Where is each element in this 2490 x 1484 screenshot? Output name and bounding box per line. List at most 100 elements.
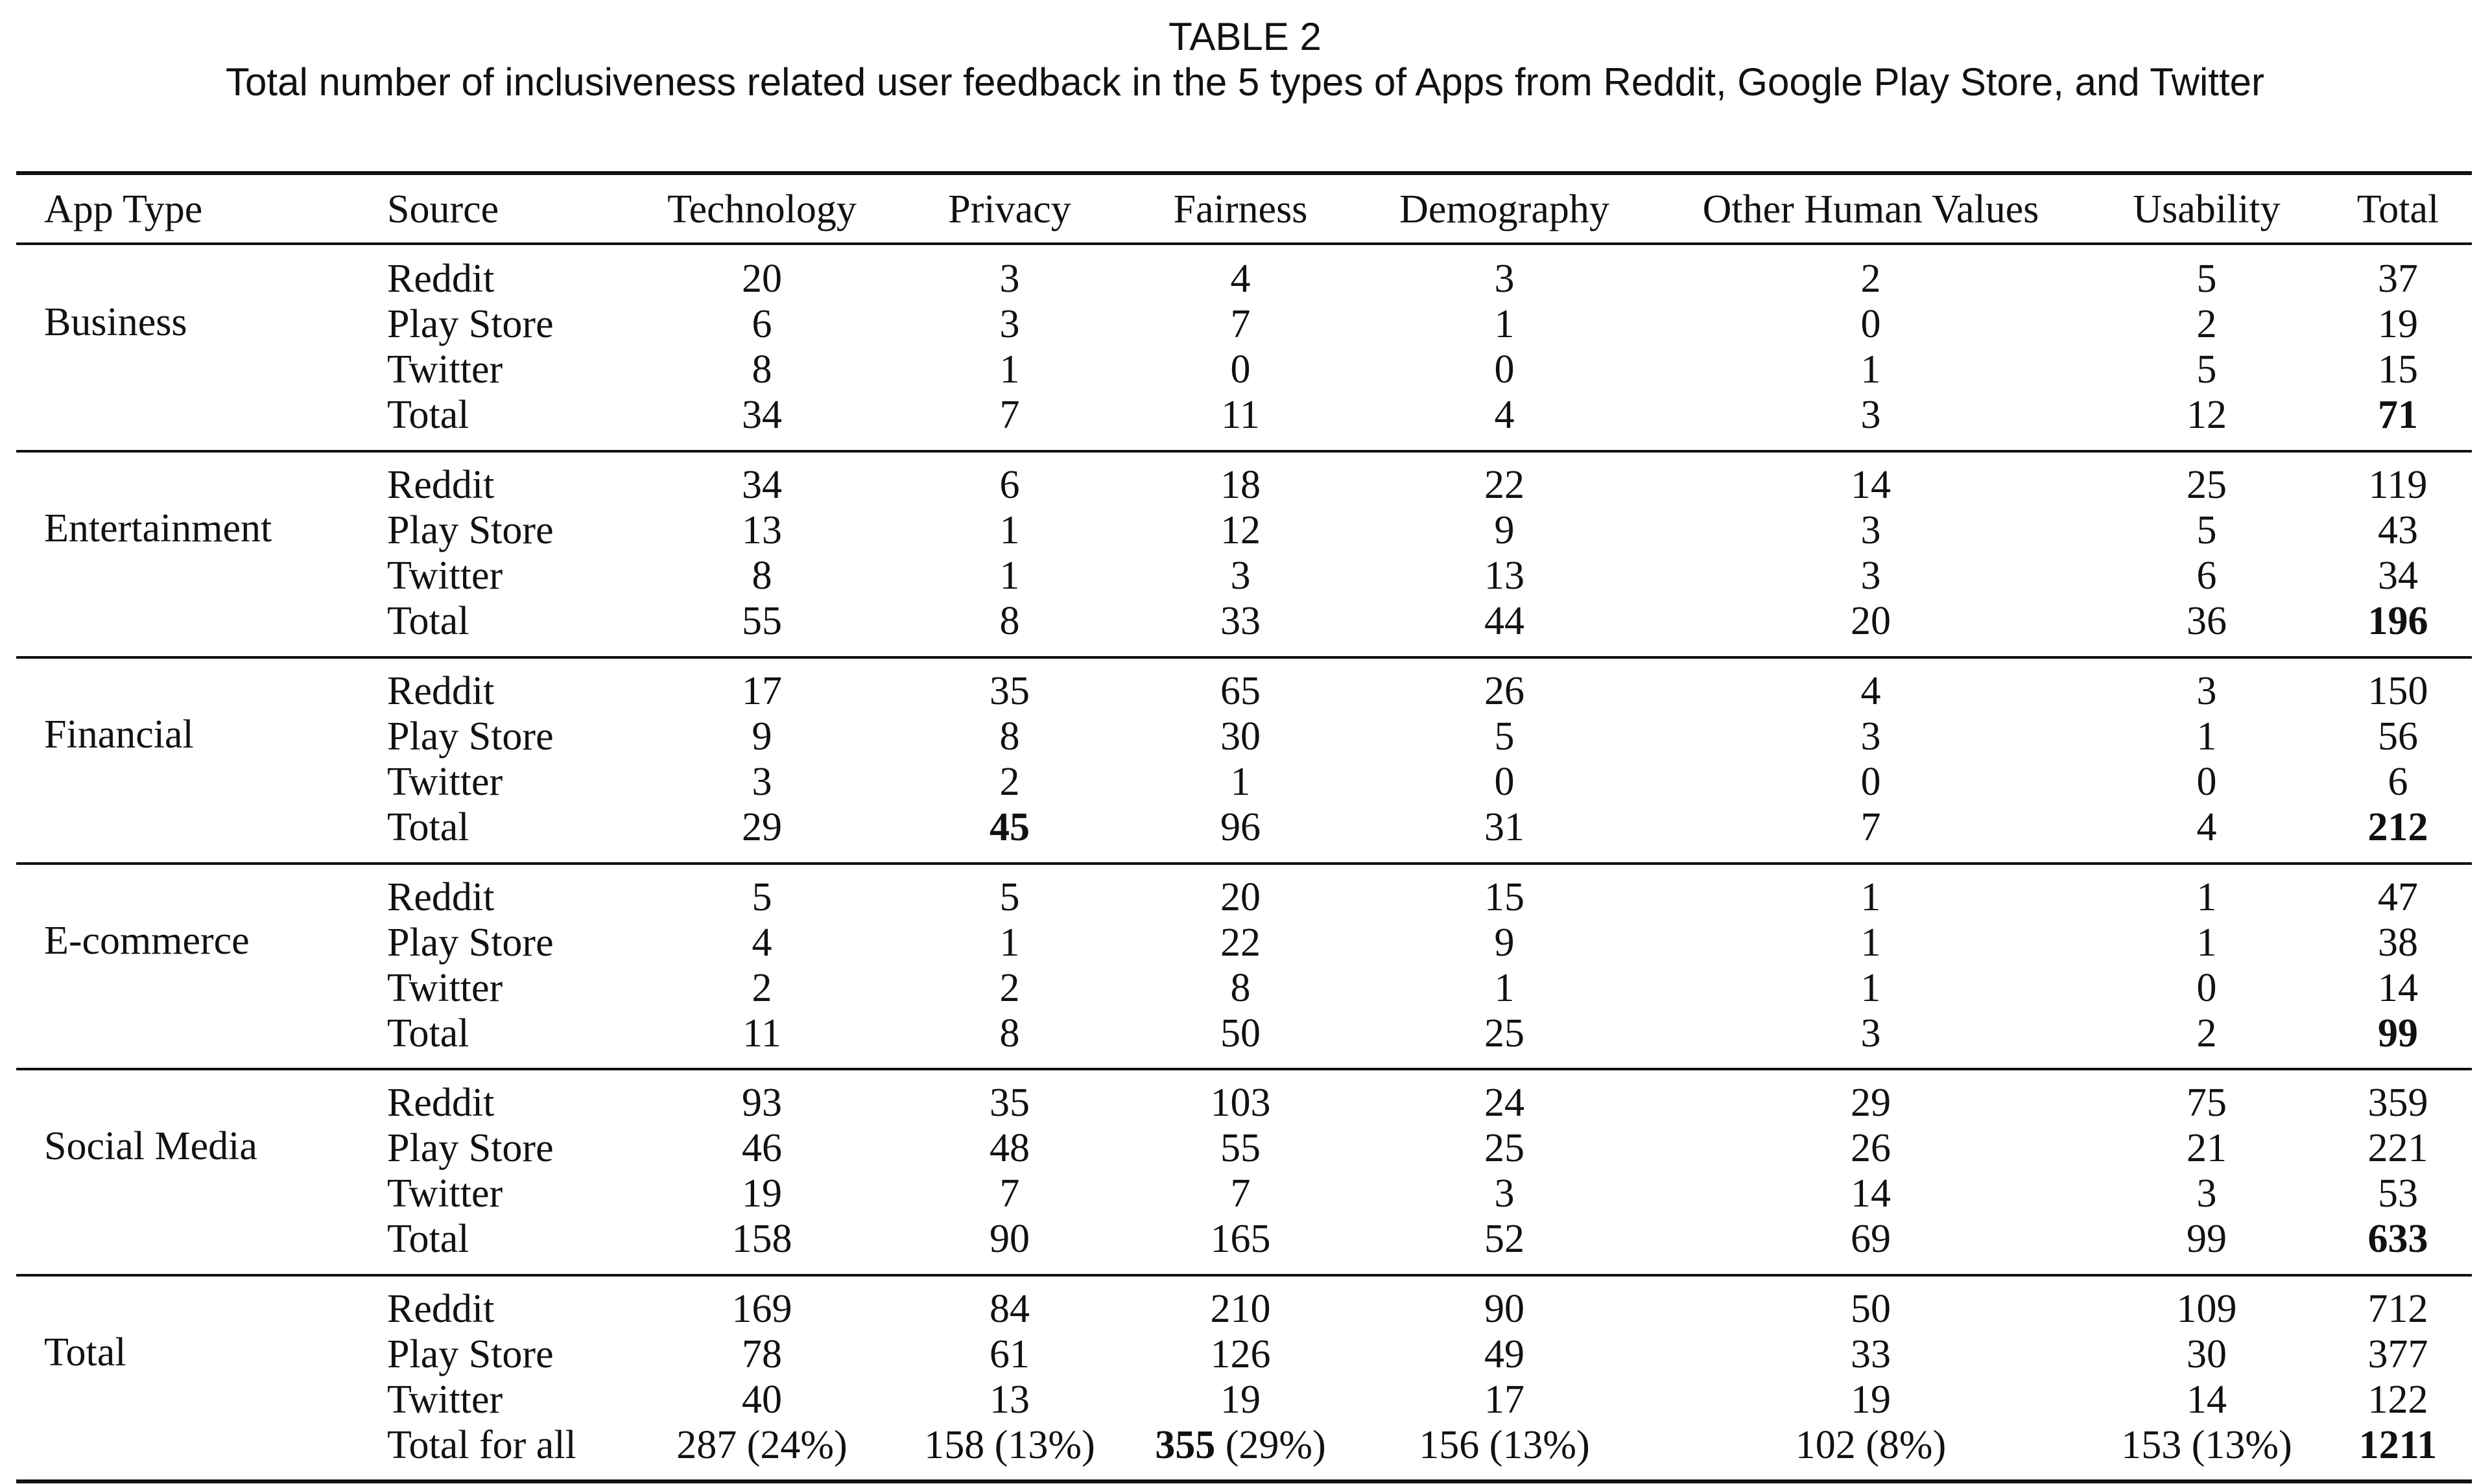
value-cell: 5 — [999, 875, 1020, 919]
value-cell: 221 — [2367, 1126, 2428, 1170]
value-cell: 24 — [1484, 1081, 1524, 1125]
value-cell: 56 — [2378, 714, 2418, 759]
value-cell: 55 — [1220, 1126, 1261, 1170]
value-cell: 8 — [752, 554, 772, 598]
value-cell: 2 — [1860, 257, 1881, 301]
source-label: Reddit — [387, 257, 495, 301]
value-cell: 99 — [2378, 1011, 2418, 1055]
value-cell: 3 — [1860, 508, 1881, 552]
table-caption: Total number of inclusiveness related us… — [226, 60, 2264, 104]
value-cell: 44 — [1484, 599, 1524, 643]
value-cell: 29 — [1851, 1081, 1891, 1125]
value-cell: 53 — [2378, 1172, 2418, 1216]
value-cell: 33 — [1220, 599, 1261, 643]
source-label: Twitter — [387, 347, 503, 392]
group-separator — [16, 1274, 2472, 1277]
value-cell: 153 (13%) — [2121, 1423, 2292, 1467]
value-cell: 1 — [1494, 302, 1515, 346]
value-cell: 5 — [2196, 347, 2217, 392]
value-cell: 90 — [1484, 1287, 1524, 1331]
value-cell: 19 — [742, 1172, 782, 1216]
value-cell: 4 — [1230, 257, 1251, 301]
source-label: Play Store — [387, 921, 554, 965]
value-cell: 5 — [752, 875, 772, 919]
value-cell: 22 — [1484, 463, 1524, 507]
value-cell: 8 — [999, 714, 1020, 759]
value-cell: 8 — [999, 1011, 1020, 1055]
app-type-label: Social Media — [44, 1124, 257, 1168]
value-cell: 6 — [752, 302, 772, 346]
value-cell: 156 (13%) — [1419, 1423, 1590, 1467]
source-label: Total — [387, 393, 469, 437]
value-cell: 0 — [1494, 760, 1515, 804]
value-cell: 1 — [1860, 966, 1881, 1010]
value-cell: 71 — [2378, 393, 2418, 437]
value-cell: 2 — [2196, 302, 2217, 346]
value-cell: 34 — [742, 463, 782, 507]
value-cell: 377 — [2367, 1332, 2428, 1376]
value-cell: 61 — [990, 1332, 1030, 1376]
value-cell: 6 — [999, 463, 1020, 507]
value-cell: 4 — [1860, 669, 1881, 713]
value-cell: 1 — [999, 508, 1020, 552]
source-label: Reddit — [387, 669, 495, 713]
value-cell: 3 — [2196, 669, 2217, 713]
column-header: Technology — [667, 187, 857, 231]
source-label: Twitter — [387, 966, 503, 1010]
value-cell: 1 — [2196, 875, 2217, 919]
value-cell: 3 — [752, 760, 772, 804]
value-cell: 4 — [1494, 393, 1515, 437]
value-cell: 34 — [2378, 554, 2418, 598]
value-cell: 14 — [2187, 1378, 2227, 1422]
value-cell: 7 — [1230, 1172, 1251, 1216]
source-label: Total — [387, 1217, 469, 1261]
app-type-label: Business — [44, 300, 187, 344]
app-type-label: Entertainment — [44, 506, 272, 550]
source-label: Reddit — [387, 1287, 495, 1331]
value-cell: 15 — [2378, 347, 2418, 392]
value-cell: 287 (24%) — [676, 1423, 848, 1467]
source-label: Twitter — [387, 554, 503, 598]
value-cell: 0 — [2196, 966, 2217, 1010]
value-cell: 13 — [742, 508, 782, 552]
value-cell: 20 — [742, 257, 782, 301]
column-header: Usability — [2133, 187, 2281, 231]
value-cell: 18 — [1220, 463, 1261, 507]
value-cell: 8 — [1230, 966, 1251, 1010]
value-cell: 52 — [1484, 1217, 1524, 1261]
value-cell: 93 — [742, 1081, 782, 1125]
value-cell: 1 — [999, 347, 1020, 392]
value-cell: 90 — [990, 1217, 1030, 1261]
value-cell: 50 — [1851, 1287, 1891, 1331]
value-cell: 43 — [2378, 508, 2418, 552]
value-cell: 37 — [2378, 257, 2418, 301]
source-label: Play Store — [387, 302, 554, 346]
value-cell: 1 — [1230, 760, 1251, 804]
column-header: Total — [2356, 187, 2439, 231]
value-cell: 0 — [1230, 347, 1251, 392]
value-cell: 1 — [999, 554, 1020, 598]
app-type-label: Total — [44, 1330, 126, 1374]
value-cell: 25 — [1484, 1126, 1524, 1170]
value-cell: 0 — [1860, 302, 1881, 346]
value-cell: 1 — [1860, 921, 1881, 965]
source-label: Total — [387, 805, 469, 849]
value-cell: 0 — [1494, 347, 1515, 392]
value-cell: 46 — [742, 1126, 782, 1170]
value-cell: 9 — [1494, 921, 1515, 965]
value-cell: 109 — [2176, 1287, 2237, 1331]
value-cell: 2 — [752, 966, 772, 1010]
value-cell: 48 — [990, 1126, 1030, 1170]
source-label: Total for all — [387, 1423, 576, 1467]
value-cell: 35 — [990, 1081, 1030, 1125]
value-cell: 34 — [742, 393, 782, 437]
value-cell: 119 — [2368, 463, 2428, 507]
value-cell: 3 — [1494, 257, 1515, 301]
column-header: Source — [387, 187, 499, 231]
value-cell: 3 — [1860, 554, 1881, 598]
value-cell: 1 — [1860, 875, 1881, 919]
value-cell: 6 — [2388, 760, 2408, 804]
value-cell: 355 (29%) — [1155, 1423, 1326, 1467]
value-cell: 20 — [1851, 599, 1891, 643]
value-cell: 210 — [1210, 1287, 1271, 1331]
